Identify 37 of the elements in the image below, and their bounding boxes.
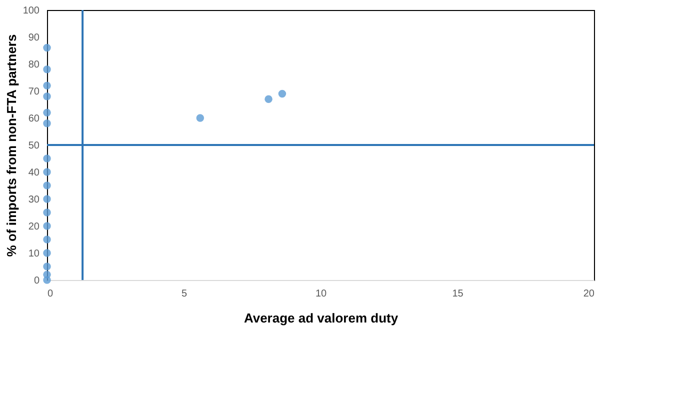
x-tick-label: 20 [583, 288, 595, 300]
point [43, 236, 51, 244]
y-tick-label: 90 [28, 32, 40, 44]
x-tick-label: 0 [48, 288, 54, 300]
point [278, 90, 286, 98]
point [43, 92, 51, 100]
point [43, 262, 51, 270]
point [43, 82, 51, 90]
x-tick-label: 5 [181, 288, 188, 300]
y-tick-label: 100 [22, 6, 40, 16]
point [43, 44, 51, 52]
y-tick-label: 10 [28, 248, 40, 260]
point [43, 120, 51, 128]
point [43, 195, 51, 203]
y-axis-title: % of imports from non-FTA partners [4, 34, 19, 257]
y-tick-label: 60 [28, 114, 40, 124]
point [43, 154, 51, 162]
y-tick-label: 0 [34, 276, 40, 286]
point [43, 182, 51, 190]
point [43, 168, 51, 176]
point [264, 95, 272, 103]
point [43, 222, 51, 230]
x-tick-label: 15 [452, 288, 464, 300]
x-axis-title: Average ad valorem duty [244, 310, 399, 326]
y-tick-label: 50 [28, 140, 40, 152]
y-tick-label: 70 [28, 86, 40, 98]
x-tick-label: 10 [315, 288, 327, 300]
point [43, 276, 51, 284]
point [196, 114, 204, 122]
y-tick-label: 30 [28, 194, 40, 206]
point [43, 208, 51, 216]
point [43, 108, 51, 116]
point [43, 66, 51, 74]
y-tick-label: 40 [28, 168, 40, 178]
point [43, 249, 51, 257]
y-tick-label: 80 [28, 60, 40, 70]
y-tick-label: 20 [28, 222, 40, 232]
